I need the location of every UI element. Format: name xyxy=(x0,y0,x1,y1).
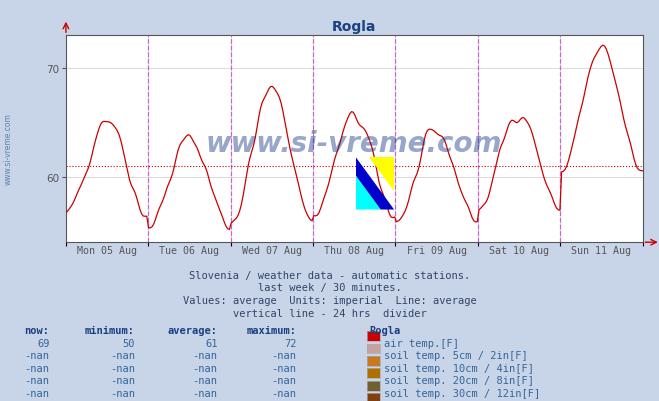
Text: soil temp. 50cm / 20in[F]: soil temp. 50cm / 20in[F] xyxy=(384,400,540,401)
Text: 50: 50 xyxy=(123,338,135,348)
Text: Sun 11 Aug: Sun 11 Aug xyxy=(571,245,631,255)
Text: average:: average: xyxy=(167,326,217,336)
Text: -nan: -nan xyxy=(110,375,135,385)
Text: -nan: -nan xyxy=(110,400,135,401)
Polygon shape xyxy=(356,158,394,210)
Text: -nan: -nan xyxy=(272,375,297,385)
Text: -nan: -nan xyxy=(272,388,297,398)
Text: -nan: -nan xyxy=(272,363,297,373)
Text: -nan: -nan xyxy=(24,388,49,398)
Text: www.si-vreme.com: www.si-vreme.com xyxy=(206,130,502,158)
Text: -nan: -nan xyxy=(272,350,297,360)
Text: 72: 72 xyxy=(284,338,297,348)
Text: -nan: -nan xyxy=(192,400,217,401)
Text: 69: 69 xyxy=(37,338,49,348)
Text: now:: now: xyxy=(24,326,49,336)
Text: soil temp. 30cm / 12in[F]: soil temp. 30cm / 12in[F] xyxy=(384,388,540,398)
Text: soil temp. 20cm / 8in[F]: soil temp. 20cm / 8in[F] xyxy=(384,375,534,385)
Title: Rogla: Rogla xyxy=(332,20,376,34)
Text: Mon 05 Aug: Mon 05 Aug xyxy=(77,245,137,255)
Text: Sat 10 Aug: Sat 10 Aug xyxy=(489,245,549,255)
Text: -nan: -nan xyxy=(192,388,217,398)
Text: Slovenia / weather data - automatic stations.: Slovenia / weather data - automatic stat… xyxy=(189,270,470,280)
Text: -nan: -nan xyxy=(24,363,49,373)
Text: -nan: -nan xyxy=(272,400,297,401)
Polygon shape xyxy=(356,176,381,210)
Text: Values: average  Units: imperial  Line: average: Values: average Units: imperial Line: av… xyxy=(183,296,476,306)
Text: -nan: -nan xyxy=(24,350,49,360)
Text: -nan: -nan xyxy=(192,375,217,385)
Text: -nan: -nan xyxy=(110,388,135,398)
Text: -nan: -nan xyxy=(110,363,135,373)
Text: air temp.[F]: air temp.[F] xyxy=(384,338,459,348)
Text: -nan: -nan xyxy=(24,400,49,401)
Text: 61: 61 xyxy=(205,338,217,348)
Text: minimum:: minimum: xyxy=(85,326,135,336)
Text: -nan: -nan xyxy=(110,350,135,360)
Text: Wed 07 Aug: Wed 07 Aug xyxy=(242,245,302,255)
Text: www.si-vreme.com: www.si-vreme.com xyxy=(4,113,13,184)
Text: vertical line - 24 hrs  divider: vertical line - 24 hrs divider xyxy=(233,308,426,318)
Text: soil temp. 5cm / 2in[F]: soil temp. 5cm / 2in[F] xyxy=(384,350,527,360)
Text: -nan: -nan xyxy=(192,363,217,373)
Text: last week / 30 minutes.: last week / 30 minutes. xyxy=(258,283,401,293)
Text: soil temp. 10cm / 4in[F]: soil temp. 10cm / 4in[F] xyxy=(384,363,534,373)
Polygon shape xyxy=(369,158,394,192)
Text: -nan: -nan xyxy=(192,350,217,360)
Text: Thu 08 Aug: Thu 08 Aug xyxy=(324,245,384,255)
Text: Rogla: Rogla xyxy=(369,326,400,336)
Text: maximum:: maximum: xyxy=(246,326,297,336)
Text: -nan: -nan xyxy=(24,375,49,385)
Text: Fri 09 Aug: Fri 09 Aug xyxy=(407,245,467,255)
Text: Tue 06 Aug: Tue 06 Aug xyxy=(159,245,219,255)
